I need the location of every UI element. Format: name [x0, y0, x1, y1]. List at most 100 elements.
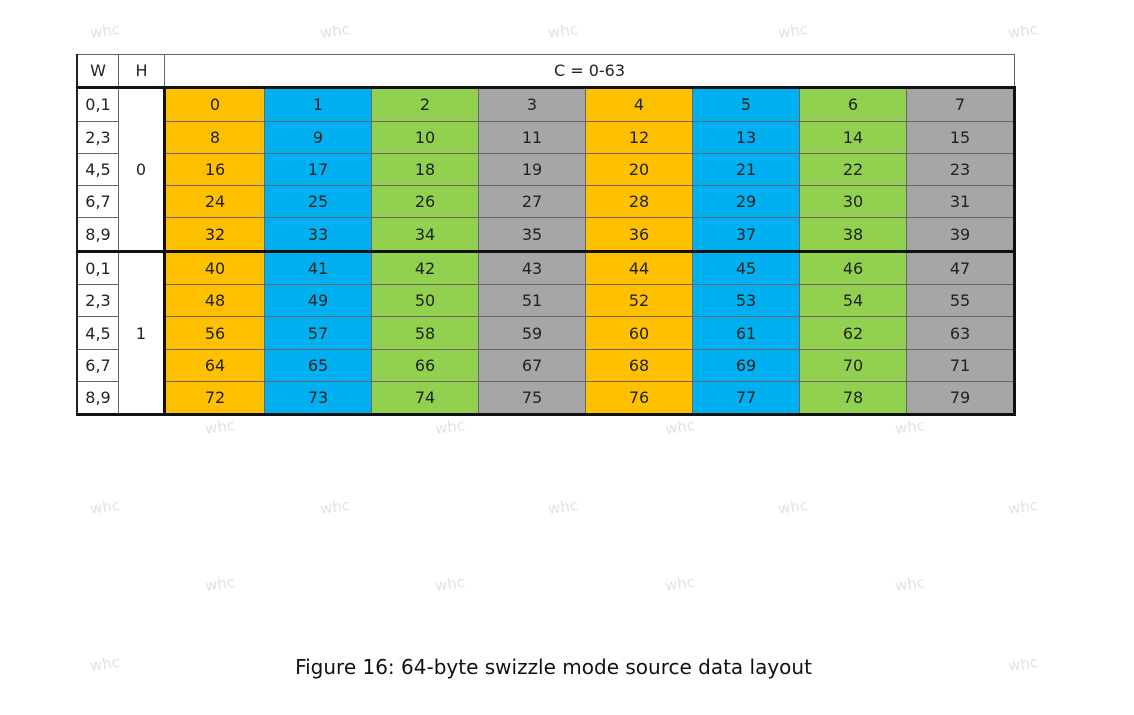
value-cell: 67: [478, 348, 586, 382]
value-cell: 32: [163, 217, 265, 252]
value-cell: 29: [692, 185, 800, 219]
value-cell: 37: [692, 217, 800, 252]
value-cell: 19: [478, 152, 586, 187]
watermark: whc: [318, 19, 352, 43]
value-cell: 20: [585, 152, 693, 187]
watermark: whc: [893, 572, 927, 596]
value-cell: 56: [163, 316, 265, 350]
watermark: whc: [1006, 495, 1040, 519]
value-cell: 60: [585, 316, 693, 350]
value-cell: 26: [371, 185, 479, 219]
value-cell: 48: [163, 284, 265, 318]
value-cell: 68: [585, 348, 693, 382]
watermark: whc: [663, 572, 697, 596]
value-cell: 16: [163, 152, 265, 187]
header-cell: W: [76, 53, 119, 89]
value-cell: 36: [585, 217, 693, 252]
watermark: whc: [203, 572, 237, 596]
table-row: 6,7 64 65 66 67 68 69 70 71: [76, 348, 1016, 382]
value-cell: 54: [799, 284, 907, 318]
table-row: 0,1 1 40 41 42 43 44 45 46 47: [76, 249, 1016, 417]
value-cell: 73: [264, 380, 372, 417]
watermark: whc: [88, 495, 122, 519]
value-cell: 79: [906, 380, 1016, 417]
value-cell: 43: [478, 249, 586, 286]
value-cell: 34: [371, 217, 479, 252]
value-cell: 72: [163, 380, 265, 417]
value-cell: 30: [799, 185, 907, 219]
value-cell: 45: [692, 249, 800, 286]
value-cell: 28: [585, 185, 693, 219]
w-cell: 8,9: [76, 217, 119, 252]
value-cell: 21: [692, 152, 800, 187]
watermark: whc: [433, 415, 467, 439]
value-cell: 53: [692, 284, 800, 318]
w-cell: 8,9: [76, 380, 119, 417]
value-cell: 49: [264, 284, 372, 318]
value-cell: 1: [264, 86, 372, 122]
watermark: whc: [776, 495, 810, 519]
watermark: whc: [318, 495, 352, 519]
table-row: 4,5 56 57 58 59 60 61 62 63: [76, 316, 1016, 350]
value-cell: 58: [371, 316, 479, 350]
value-cell: 23: [906, 152, 1016, 187]
watermark: whc: [433, 572, 467, 596]
value-cell: 42: [371, 249, 479, 286]
watermark: whc: [88, 19, 122, 43]
value-cell: 0: [163, 86, 265, 122]
value-cell: 57: [264, 316, 372, 350]
value-cell: 25: [264, 185, 372, 219]
value-cell: 55: [906, 284, 1016, 318]
w-cell: 6,7: [76, 185, 119, 219]
header-cell: C = 0-63: [164, 53, 1015, 89]
watermark: whc: [1006, 19, 1040, 43]
value-cell: 50: [371, 284, 479, 318]
table-row: 2,3 48 49 50 51 52 53 54 55: [76, 284, 1016, 318]
table-row: 4,5 16 17 18 19 20 21 22 23: [76, 152, 1016, 187]
w-cell: 2,3: [76, 284, 119, 318]
value-cell: 62: [799, 316, 907, 350]
value-cell: 47: [906, 249, 1016, 286]
value-cell: 33: [264, 217, 372, 252]
w-cell: 2,3: [76, 120, 119, 154]
w-cell: 0,1: [76, 249, 119, 286]
value-cell: 14: [799, 120, 907, 154]
table-row: 0,1 0 0 1 2 3 4 5 6 7: [76, 86, 1016, 253]
value-cell: 17: [264, 152, 372, 187]
value-cell: 70: [799, 348, 907, 382]
watermark: whc: [546, 19, 580, 43]
w-cell: 6,7: [76, 348, 119, 382]
table-row: 8,9 72 73 74 75 76 77 78 79: [76, 380, 1016, 417]
value-cell: 18: [371, 152, 479, 187]
watermark: whc: [203, 415, 237, 439]
value-cell: 61: [692, 316, 800, 350]
value-cell: 74: [371, 380, 479, 417]
value-cell: 41: [264, 249, 372, 286]
value-cell: 15: [906, 120, 1016, 154]
value-cell: 78: [799, 380, 907, 417]
value-cell: 66: [371, 348, 479, 382]
value-cell: 12: [585, 120, 693, 154]
value-cell: 69: [692, 348, 800, 382]
w-cell: 0,1: [76, 86, 119, 122]
value-cell: 52: [585, 284, 693, 318]
value-cell: 71: [906, 348, 1016, 382]
watermark: whc: [546, 495, 580, 519]
value-cell: 27: [478, 185, 586, 219]
value-cell: 11: [478, 120, 586, 154]
value-cell: 59: [478, 316, 586, 350]
watermark: whc: [663, 415, 697, 439]
value-cell: 64: [163, 348, 265, 382]
value-cell: 4: [585, 86, 693, 122]
value-cell: 10: [371, 120, 479, 154]
value-cell: 6: [799, 86, 907, 122]
table-row: 6,7 24 25 26 27 28 29 30 31: [76, 185, 1016, 219]
figure-caption: Figure 16: 64-byte swizzle mode source d…: [295, 655, 812, 679]
value-cell: 13: [692, 120, 800, 154]
value-cell: 5: [692, 86, 800, 122]
value-cell: 39: [906, 217, 1016, 252]
value-cell: 9: [264, 120, 372, 154]
